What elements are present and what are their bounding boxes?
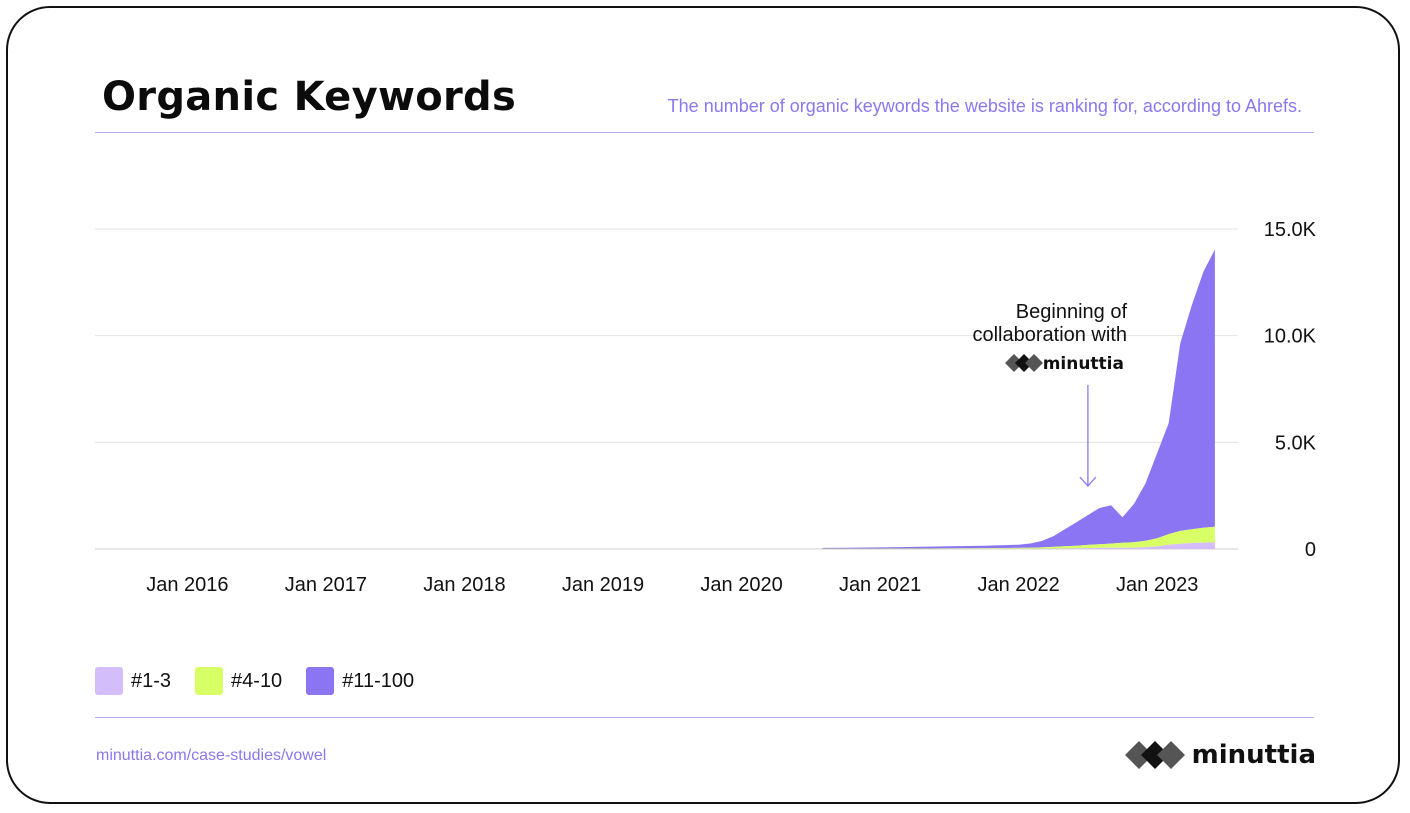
page-subtitle: The number of organic keywords the websi… xyxy=(667,96,1302,116)
x-tick-label: Jan 2020 xyxy=(700,574,782,596)
x-tick-label: Jan 2021 xyxy=(839,574,921,596)
chart-card: Organic Keywords The number of organic k… xyxy=(6,6,1400,804)
legend-label-top4-10: #4-10 xyxy=(231,669,283,692)
annotation-brand-name: minuttia xyxy=(1043,354,1124,374)
area-series xyxy=(822,249,1215,549)
footer-divider xyxy=(95,717,1314,718)
x-tick-label: Jan 2023 xyxy=(1116,574,1198,596)
y-tick-label: 10.0K xyxy=(1264,326,1317,348)
minuttia-logo-icon xyxy=(1124,741,1185,769)
annotation-text-line: collaboration with xyxy=(972,324,1127,346)
legend-swatch-top11-100 xyxy=(306,667,335,695)
page-title: Organic Keywords xyxy=(102,74,517,120)
legend-label-top11-100: #11-100 xyxy=(342,669,415,692)
legend-swatch-top3 xyxy=(95,667,123,695)
footer-brand-name: minuttia xyxy=(1191,740,1316,770)
annotation-minuttia-logo-icon xyxy=(1005,354,1043,372)
area-series xyxy=(822,542,1215,549)
area-series xyxy=(822,526,1215,549)
annotation-text-line: Beginning of xyxy=(1016,301,1128,323)
chart-legend: #1-3 #4-10 #11-100 xyxy=(95,667,438,695)
x-tick-label: Jan 2018 xyxy=(423,574,505,596)
legend-swatch-top4-10 xyxy=(195,667,224,695)
legend-label-top3: #1-3 xyxy=(131,669,172,692)
footer-url: minuttia.com/case-studies/vowel xyxy=(96,747,327,764)
footer-logo: minuttia xyxy=(1124,738,1316,772)
annotation-arrow-head xyxy=(1079,476,1097,487)
legend-item-top4-10: #4-10 xyxy=(195,667,282,695)
x-tick-label: Jan 2022 xyxy=(977,574,1059,596)
y-tick-label: 5.0K xyxy=(1275,432,1317,454)
header-divider xyxy=(95,132,1314,133)
legend-item-top3: #1-3 xyxy=(95,667,171,695)
x-tick-label: Jan 2019 xyxy=(562,574,644,596)
legend-item-top11-100: #11-100 xyxy=(306,667,414,695)
x-tick-label: Jan 2017 xyxy=(285,574,367,596)
x-tick-label: Jan 2016 xyxy=(146,574,228,596)
y-tick-label: 15.0K xyxy=(1264,219,1317,241)
y-tick-label: 0 xyxy=(1305,539,1316,561)
